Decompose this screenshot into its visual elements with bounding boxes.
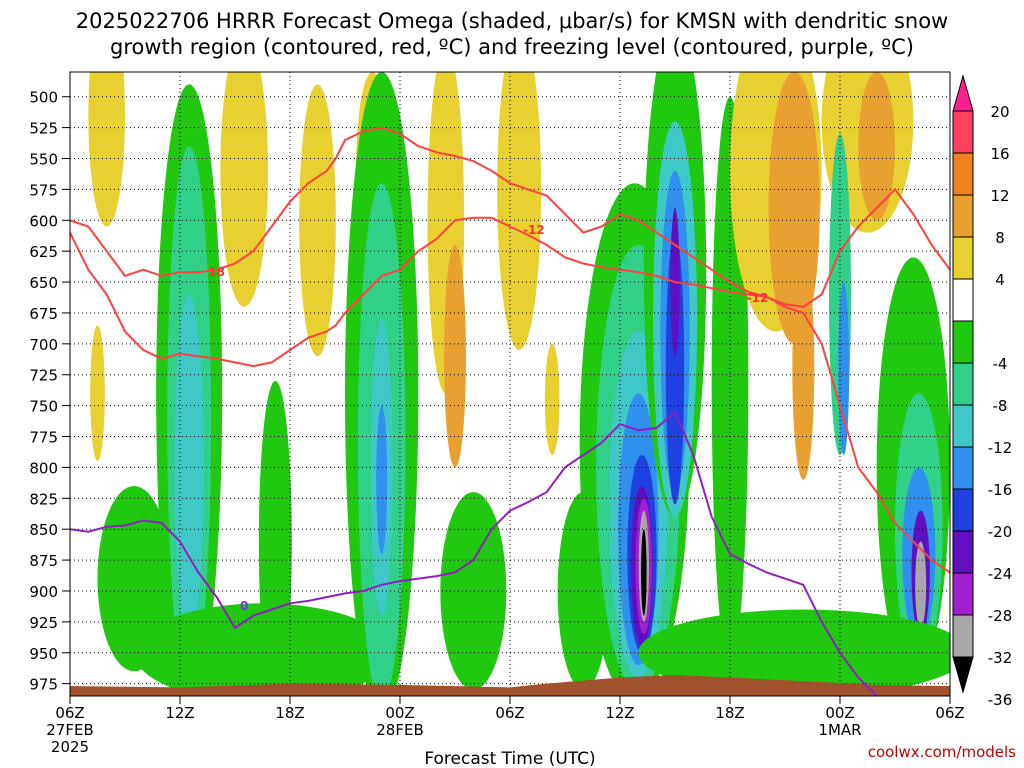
y-tick-label-500: 500 — [29, 89, 58, 107]
dgz-contour-label-2: -12 — [747, 291, 769, 305]
colorbar-label-11: -28 — [988, 607, 1013, 625]
x-year-label-0: 2025 — [51, 738, 89, 756]
colorbar-segment-0 — [952, 110, 974, 154]
colorbar-top-arrow — [952, 74, 974, 112]
x-tick-label-7: 00Z — [825, 704, 854, 722]
colorbar-label-3: 8 — [995, 229, 1005, 247]
omega-blob-38 — [792, 257, 815, 480]
omega-blob-45 — [915, 541, 927, 629]
colorbar-label-13: -36 — [988, 691, 1013, 709]
colorbar-segment-2 — [952, 194, 974, 238]
x-date-label-0: 27FEB — [46, 721, 93, 739]
x-axis: 06Z 12Z 18Z 00Z 06Z 12Z 18Z 00Z 06Z27FEB202528FE… — [46, 696, 965, 756]
colorbar-label-0: 20 — [990, 103, 1009, 121]
y-tick-label-650: 650 — [29, 274, 58, 292]
colorbar-segment-5 — [952, 320, 974, 364]
y-tick-label-900: 900 — [29, 583, 58, 601]
contour-lines: 18 -12 -12 0 — [70, 126, 950, 696]
colorbar-segment-12 — [952, 614, 974, 658]
y-tick-label-750: 750 — [29, 398, 58, 416]
dgz-contour-label-1: -12 — [523, 223, 545, 237]
y-tick-label-775: 775 — [29, 429, 58, 447]
terrain-surface — [70, 674, 950, 696]
y-tick-label-850: 850 — [29, 521, 58, 539]
colorbar-bottom-arrow — [952, 656, 974, 694]
x-tick-label-8: 06Z — [935, 704, 964, 722]
y-tick-label-625: 625 — [29, 243, 58, 261]
colorbar-label-12: -32 — [988, 649, 1013, 667]
freezing-level-contour — [70, 410, 878, 696]
y-tick-label-525: 525 — [29, 120, 58, 138]
colorbar-label-5: -4 — [993, 355, 1008, 373]
colorbar-segment-6 — [952, 362, 974, 406]
colorbar-segment-4 — [952, 278, 974, 322]
colorbar-segment-9 — [952, 488, 974, 532]
colorbar-label-9: -20 — [988, 523, 1013, 541]
colorbar-label-2: 12 — [990, 187, 1009, 205]
credit-text: coolwx.com/models — [868, 743, 1016, 761]
dgz-contour-minus18 — [70, 216, 950, 574]
omega-blob-14 — [376, 405, 388, 554]
colorbar-segment-10 — [952, 530, 974, 574]
omega-blob-40 — [858, 72, 896, 221]
grid-lines — [70, 72, 950, 696]
omega-blob-5 — [174, 294, 204, 641]
omega-blob-17 — [440, 492, 507, 690]
y-tick-label-975: 975 — [29, 676, 58, 694]
y-tick-label-700: 700 — [29, 336, 58, 354]
colorbar-label-8: -16 — [988, 481, 1013, 499]
y-tick-label-550: 550 — [29, 150, 58, 168]
omega-blob-29 — [641, 529, 647, 616]
x-tick-label-4: 06Z — [495, 704, 524, 722]
colorbar-label-10: -24 — [988, 565, 1013, 583]
colorbar-label-1: 16 — [990, 145, 1009, 163]
chart-subtitle: growth region (contoured, red, ºC) and f… — [110, 35, 914, 59]
colorbar-label-6: -8 — [993, 397, 1008, 415]
x-tick-label-6: 18Z — [715, 704, 744, 722]
colorbar-segment-1 — [952, 152, 974, 196]
freezing-level-label: 0 — [240, 599, 248, 613]
y-tick-label-950: 950 — [29, 645, 58, 663]
omega-blob-16 — [444, 244, 466, 468]
omega-blob-9 — [299, 84, 336, 357]
omega-blob-2 — [97, 485, 171, 672]
chart-title: 2025022706 HRRR Forecast Omega (shaded, … — [76, 9, 948, 33]
colorbar: 20 16 12 8 4 -4 -8 -12 -16 -20 -24 -28 -32 -36 — [952, 74, 1013, 709]
colorbar-label-7: -12 — [988, 439, 1013, 457]
omega-blob-18 — [497, 72, 542, 350]
y-tick-label-600: 600 — [29, 212, 58, 230]
omega-blob-1 — [90, 325, 105, 462]
dgz-contour-label-0: 18 — [208, 265, 225, 279]
terrain-fill — [70, 674, 950, 696]
colorbar-segment-7 — [952, 404, 974, 448]
x-tick-label-2: 18Z — [275, 704, 304, 722]
colorbar-segment-3 — [952, 236, 974, 280]
y-axis: 500 525 550 575 600 625 650 675 700 725 750 775 800 8… — [29, 89, 70, 694]
x-date-label-2: 1MAR — [818, 721, 861, 739]
omega-blob-0 — [88, 72, 125, 227]
dgz-contour-minus12 — [70, 126, 950, 308]
x-tick-label-3: 00Z — [385, 704, 414, 722]
omega-blob-19 — [544, 343, 560, 456]
y-tick-label-800: 800 — [29, 459, 58, 477]
y-tick-label-825: 825 — [29, 490, 58, 508]
colorbar-label-4: 4 — [995, 271, 1005, 289]
x-tick-label-5: 12Z — [605, 704, 634, 722]
colorbar-segment-11 — [952, 572, 974, 616]
colorbar-segment-8 — [952, 446, 974, 490]
y-tick-label-925: 925 — [29, 614, 58, 632]
omega-blob-8 — [134, 603, 391, 696]
x-tick-label-0: 06Z — [55, 704, 84, 722]
y-tick-label-675: 675 — [29, 305, 58, 323]
y-tick-label-575: 575 — [29, 181, 58, 199]
x-axis-title: Forecast Time (UTC) — [424, 749, 595, 768]
x-date-label-1: 28FEB — [376, 721, 423, 739]
y-tick-label-875: 875 — [29, 552, 58, 570]
y-tick-label-725: 725 — [29, 367, 58, 385]
x-tick-label-1: 12Z — [165, 704, 194, 722]
